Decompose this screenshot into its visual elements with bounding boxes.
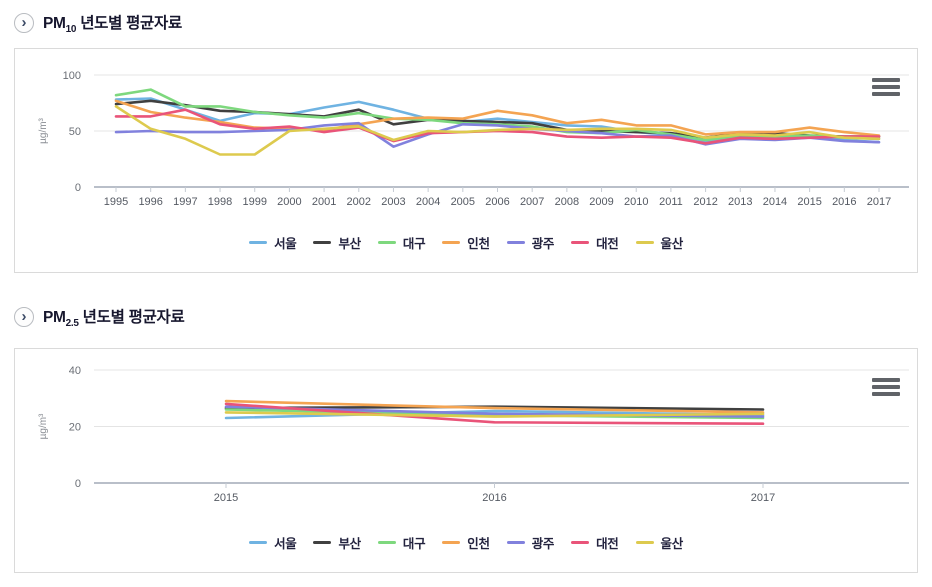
svg-text:µg/m³: µg/m³	[38, 117, 49, 143]
svg-text:2002: 2002	[347, 196, 371, 208]
svg-text:2015: 2015	[214, 492, 238, 504]
pm25-section: › PM2.5 년도별 평균자료 0 20 40 2015 2016 2017 µg/m³ …	[14, 306, 918, 573]
pm10-chart-panel: 0 50 100 1995 1996 1997 1998 1999 2000 2001 2002 20…	[14, 48, 918, 273]
svg-text:2009: 2009	[589, 196, 613, 208]
pm25-section-title: PM2.5 년도별 평균자료	[43, 308, 185, 330]
legend-label: 서울	[274, 237, 297, 251]
legend-line-swatch	[635, 241, 654, 244]
pm10-legend: 서울 부산 대구 인천 광주 대전 울산	[15, 233, 917, 252]
legend-item-대전[interactable]: 대전	[571, 533, 619, 552]
pm10-section-title: PM10 년도별 평균자료	[43, 14, 182, 36]
svg-text:2011: 2011	[659, 196, 683, 208]
svg-text:1995: 1995	[104, 196, 128, 208]
legend-item-인천[interactable]: 인천	[442, 533, 490, 552]
legend-label: 광주	[531, 237, 555, 251]
legend-item-울산[interactable]: 울산	[635, 533, 684, 552]
legend-line-swatch	[506, 241, 525, 244]
legend-item-서울[interactable]: 서울	[249, 533, 297, 552]
legend-label: 대구	[402, 537, 426, 551]
legend-line-swatch	[442, 541, 461, 544]
pm10-section: › PM10 년도별 평균자료 0 50 100 1995 1996 1997 1998 19…	[14, 0, 918, 273]
svg-text:2004: 2004	[416, 196, 440, 208]
legend-item-부산[interactable]: 부산	[313, 533, 361, 552]
svg-text:1996: 1996	[138, 196, 162, 208]
pm25-line-chart: 0 20 40 2015 2016 2017 µg/m³	[38, 365, 909, 504]
legend-item-인천[interactable]: 인천	[442, 233, 490, 252]
legend-label: 울산	[660, 237, 684, 251]
svg-text:2013: 2013	[728, 196, 752, 208]
chart-menu-icon[interactable]	[872, 378, 900, 396]
svg-text:40: 40	[69, 365, 81, 377]
legend-line-swatch	[313, 541, 332, 544]
svg-text:2010: 2010	[624, 196, 648, 208]
legend-line-swatch	[635, 541, 654, 544]
svg-text:2016: 2016	[482, 492, 506, 504]
legend-line-swatch	[377, 241, 396, 244]
legend-label: 인천	[467, 537, 490, 551]
legend-line-swatch	[313, 241, 332, 244]
svg-text:2003: 2003	[381, 196, 405, 208]
svg-text:2000: 2000	[277, 196, 301, 208]
legend-line-swatch	[571, 241, 590, 244]
legend-label: 대전	[596, 537, 619, 551]
legend-label: 부산	[338, 237, 361, 251]
legend-line-swatch	[377, 541, 396, 544]
pm10-line-chart: 0 50 100 1995 1996 1997 1998 1999 2000 2001 2002 20…	[38, 70, 909, 208]
legend-line-swatch	[506, 541, 525, 544]
legend-line-swatch	[249, 541, 268, 544]
legend-line-swatch	[571, 541, 590, 544]
svg-text:2005: 2005	[451, 196, 475, 208]
svg-text:50: 50	[69, 126, 81, 138]
legend-label: 울산	[660, 537, 684, 551]
chevron-right-circle-icon[interactable]: ›	[14, 307, 34, 327]
legend-item-대구[interactable]: 대구	[377, 233, 426, 252]
svg-text:2017: 2017	[751, 492, 775, 504]
svg-text:20: 20	[69, 422, 81, 434]
legend-item-서울[interactable]: 서울	[249, 233, 297, 252]
svg-text:2016: 2016	[832, 196, 856, 208]
legend-item-울산[interactable]: 울산	[635, 233, 684, 252]
legend-label: 광주	[531, 537, 555, 551]
legend-item-광주[interactable]: 광주	[506, 533, 555, 552]
svg-text:2006: 2006	[485, 196, 509, 208]
svg-text:2014: 2014	[763, 196, 787, 208]
chart-menu-icon[interactable]	[872, 78, 900, 96]
legend-item-대전[interactable]: 대전	[571, 233, 619, 252]
pm10-section-header: › PM10 년도별 평균자료	[14, 12, 918, 36]
svg-text:2015: 2015	[797, 196, 821, 208]
legend-item-광주[interactable]: 광주	[506, 233, 555, 252]
svg-text:µg/m³: µg/m³	[38, 413, 49, 439]
legend-item-부산[interactable]: 부산	[313, 233, 361, 252]
chevron-right-circle-icon[interactable]: ›	[14, 13, 34, 33]
legend-label: 대구	[402, 237, 426, 251]
svg-text:2008: 2008	[555, 196, 579, 208]
svg-text:1998: 1998	[208, 196, 232, 208]
svg-text:100: 100	[63, 70, 81, 82]
svg-text:2001: 2001	[312, 196, 336, 208]
svg-text:1999: 1999	[242, 196, 266, 208]
svg-text:0: 0	[75, 478, 81, 490]
legend-label: 인천	[467, 237, 490, 251]
pm25-chart-panel: 0 20 40 2015 2016 2017 µg/m³ 서울 부산 대구 인천 광주 대전 울산	[14, 348, 918, 573]
legend-label: 대전	[596, 237, 619, 251]
legend-line-swatch	[442, 241, 461, 244]
legend-item-대구[interactable]: 대구	[377, 533, 426, 552]
svg-text:1997: 1997	[173, 196, 197, 208]
legend-line-swatch	[249, 241, 268, 244]
svg-text:0: 0	[75, 182, 81, 194]
svg-text:2007: 2007	[520, 196, 544, 208]
legend-label: 서울	[274, 537, 297, 551]
svg-text:2017: 2017	[867, 196, 891, 208]
legend-label: 부산	[338, 537, 361, 551]
svg-text:2012: 2012	[693, 196, 717, 208]
pm25-section-header: › PM2.5 년도별 평균자료	[14, 306, 918, 330]
pm25-legend: 서울 부산 대구 인천 광주 대전 울산	[15, 533, 917, 552]
